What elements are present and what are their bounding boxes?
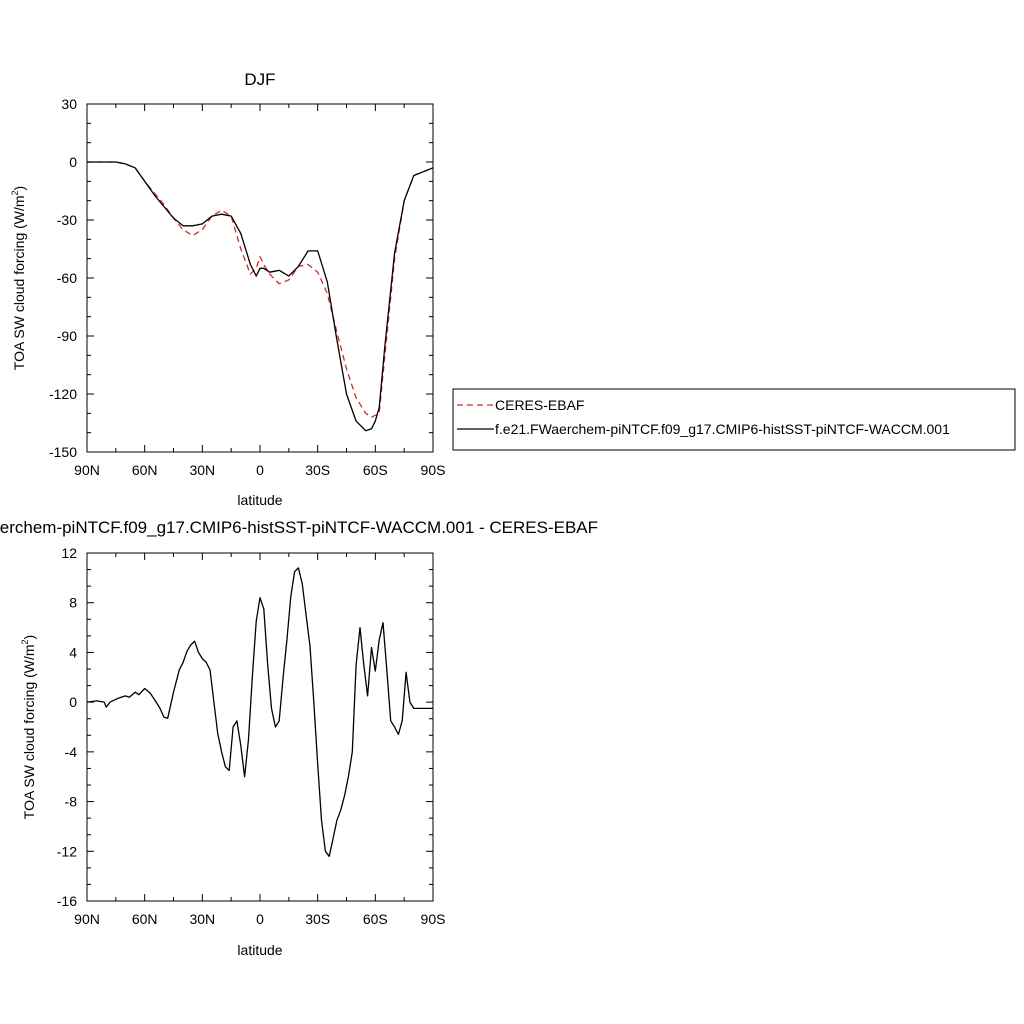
x-tick-label: 30N — [189, 462, 215, 478]
panel-1-title: DJF — [244, 70, 275, 89]
legend-label-ceres-ebaf: CERES-EBAF — [495, 397, 584, 413]
x-tick-label: 90N — [74, 462, 100, 478]
panel-1-y-axis-label-close: ) — [11, 186, 27, 191]
legend-label-model: f.e21.FWaerchem-piNTCF.f09_g17.CMIP6-his… — [495, 421, 950, 437]
x-tick-label: 90S — [421, 911, 446, 927]
y-tick-label: 0 — [69, 154, 77, 170]
panel-1-y-axis-label-sup: 2 — [10, 190, 20, 195]
panel-1-y-axis-label-main: TOA SW cloud forcing (W/m — [11, 195, 27, 370]
y-tick-label: -8 — [65, 794, 78, 810]
y-tick-label: -150 — [49, 444, 77, 460]
panel-2-series-group — [87, 567, 433, 857]
x-tick-label: 60N — [132, 911, 158, 927]
panel-1-x-axis-label: latitude — [237, 492, 282, 508]
panel-2-title: f.e21.FWaerchem-piNTCF.f09_g17.CMIP6-his… — [0, 518, 598, 537]
panel-1-series-line-1 — [87, 161, 433, 418]
x-tick-label: 60N — [132, 462, 158, 478]
x-tick-label: 90S — [421, 462, 446, 478]
panel-2-y-axis-label-close: ) — [21, 635, 37, 640]
y-tick-label: 8 — [69, 595, 77, 611]
legend-box — [452, 388, 1016, 451]
y-tick-label: -120 — [49, 386, 77, 402]
panel-1-y-axis-label: TOA SW cloud forcing (W/m2) — [10, 186, 27, 370]
panel-2-ticks: 90N 60N 30N 0 30S 60S 90S 12 8 4 0 -4 -8 -12 -16 — [57, 545, 446, 927]
y-tick-label: -90 — [57, 328, 77, 344]
panel-1-ticks: 90N 60N 30N 0 30S 60S 90S 30 0 -30 -60 -90 -120 -150 — [49, 96, 445, 478]
panel-1-legend: CERES-EBAF f.e21.FWaerchem-piNTCF.f09_g1… — [452, 388, 1016, 451]
x-tick-label: 90N — [74, 911, 100, 927]
x-tick-label: 30S — [305, 911, 330, 927]
panel-2-plot-frame — [86, 552, 434, 902]
y-tick-label: -60 — [57, 270, 77, 286]
y-tick-label: -30 — [57, 212, 77, 228]
y-tick-label: 30 — [61, 96, 77, 112]
y-tick-label: -12 — [57, 843, 77, 859]
panel-2-y-axis-label-main: TOA SW cloud forcing (W/m — [21, 644, 37, 819]
panel-2-y-axis-label-sup: 2 — [20, 639, 30, 644]
x-tick-label: 60S — [363, 462, 388, 478]
x-tick-label: 0 — [256, 462, 264, 478]
panel-1-series-line-2 — [87, 161, 433, 432]
x-tick-label: 60S — [363, 911, 388, 927]
bottom-panel: f.e21.FWaerchem-piNTCF.f09_g17.CMIP6-his… — [0, 518, 598, 958]
y-tick-label: -16 — [57, 893, 77, 909]
panel-2-series-line-1 — [87, 567, 433, 857]
y-tick-label: 4 — [69, 644, 77, 660]
top-panel: DJF 90N 60N 30N 0 30S 60S 90S 30 0 -30 -60 -90 -120 -… — [10, 70, 1016, 508]
panel-2-y-axis-label: TOA SW cloud forcing (W/m2) — [20, 635, 37, 819]
panel-2-x-axis-label: latitude — [237, 942, 282, 958]
y-tick-label: 0 — [69, 694, 77, 710]
x-tick-label: 30S — [305, 462, 330, 478]
panel-1-series-group — [87, 161, 433, 432]
x-tick-label: 0 — [256, 911, 264, 927]
y-tick-label: -4 — [65, 744, 78, 760]
y-tick-label: 12 — [61, 545, 77, 561]
x-tick-label: 30N — [189, 911, 215, 927]
